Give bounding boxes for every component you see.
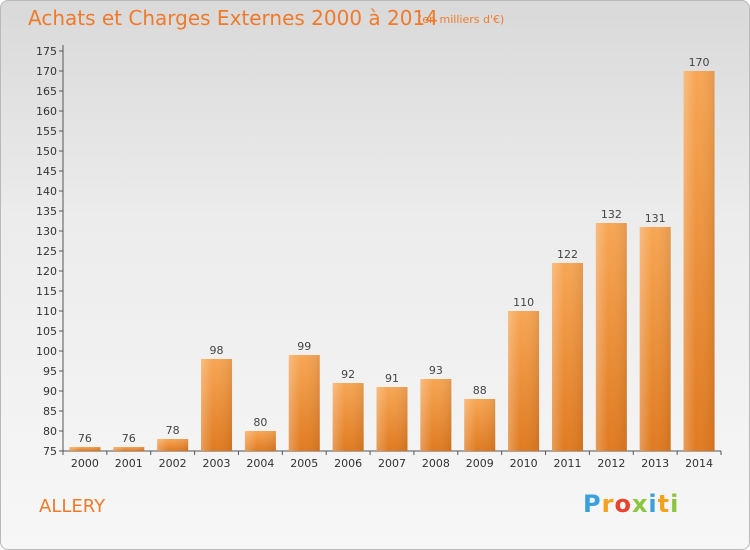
data-label: 78 (166, 424, 180, 437)
data-labels: 76 76 78 98 80 99 92 91 93 88 110 122 132 131 170 (78, 56, 710, 445)
y-tick-label: 85 (43, 405, 57, 418)
x-tick-label: 2014 (685, 457, 713, 470)
x-tick-label: 2001 (115, 457, 143, 470)
y-tick-label: 90 (43, 385, 57, 398)
x-tick-label: 2002 (159, 457, 187, 470)
bar-shade (157, 439, 189, 451)
y-tick-label: 170 (36, 65, 57, 78)
data-label: 122 (557, 248, 578, 261)
chart-subtitle: (en milliers d'€) (418, 13, 505, 26)
x-tick-label: 2006 (334, 457, 362, 470)
y-tick-label: 100 (36, 345, 57, 358)
data-label: 170 (689, 56, 710, 69)
bar-shade (288, 355, 320, 451)
y-tick-label: 155 (36, 125, 57, 138)
y-tick-label: 145 (36, 165, 57, 178)
chart-title: Achats et Charges Externes 2000 à 2014 (28, 6, 438, 30)
data-label: 80 (253, 416, 267, 429)
bar-shade (376, 387, 408, 451)
bar-shade (639, 227, 671, 451)
data-label: 110 (513, 296, 534, 309)
y-tick-label: 80 (43, 425, 57, 438)
data-label: 132 (601, 208, 622, 221)
logo-letter: t (657, 490, 671, 518)
data-label: 131 (645, 212, 666, 225)
data-label: 98 (210, 344, 224, 357)
y-tick-label: 105 (36, 325, 57, 338)
data-label: 76 (122, 432, 136, 445)
bar-shade (201, 359, 233, 451)
x-tick-label: 2008 (422, 457, 450, 470)
bar-shade (332, 383, 364, 451)
x-tick-label: 2011 (553, 457, 581, 470)
x-tick-label: 2000 (71, 457, 99, 470)
axes: 75 80 85 90 95 100 105 110 115 120 125 130 135 140 145… (36, 45, 722, 470)
data-label: 88 (473, 384, 487, 397)
y-tick-label: 135 (36, 205, 57, 218)
logo-letter: x (631, 490, 649, 518)
y-tick-label: 150 (36, 145, 57, 158)
logo-letter: P (583, 490, 602, 518)
proxiti-logo: Proxiti (583, 490, 679, 518)
y-tick-label: 175 (36, 45, 57, 58)
x-tick-label: 2010 (510, 457, 538, 470)
bar-shade (69, 447, 101, 451)
bar-shade (464, 399, 496, 451)
y-tick-label: 165 (36, 85, 57, 98)
x-tick-label: 2012 (597, 457, 625, 470)
x-tick-label: 2007 (378, 457, 406, 470)
x-tick-label: 2013 (641, 457, 669, 470)
x-tick-label: 2003 (203, 457, 231, 470)
y-tick-label: 130 (36, 225, 57, 238)
data-label: 92 (341, 368, 355, 381)
y-tick-label: 120 (36, 265, 57, 278)
logo-letter: r (601, 490, 615, 518)
x-tick-label: 2004 (246, 457, 274, 470)
x-tick-label: 2009 (466, 457, 494, 470)
logo-letter: i (670, 490, 680, 518)
bar-shade (595, 223, 627, 451)
commune-name: ALLERY (39, 496, 106, 517)
bar-shade (551, 263, 583, 451)
data-label: 76 (78, 432, 92, 445)
bar-shade (508, 311, 540, 451)
bar-shade (244, 431, 276, 451)
data-label: 99 (297, 340, 311, 353)
y-tick-label: 125 (36, 245, 57, 258)
y-tick-label: 140 (36, 185, 57, 198)
logo-letter: i (648, 490, 658, 518)
logo-letter: o (614, 490, 632, 518)
y-tick-label: 115 (36, 285, 57, 298)
x-tick-label: 2005 (290, 457, 318, 470)
y-tick-label: 160 (36, 105, 57, 118)
y-tick-label: 110 (36, 305, 57, 318)
bar-shade (683, 71, 715, 451)
bar-shade (420, 379, 452, 451)
bars (69, 71, 715, 451)
bar-shade (113, 447, 145, 451)
data-label: 91 (385, 372, 399, 385)
y-tick-label: 75 (43, 445, 57, 458)
y-tick-label: 95 (43, 365, 57, 378)
data-label: 93 (429, 364, 443, 377)
